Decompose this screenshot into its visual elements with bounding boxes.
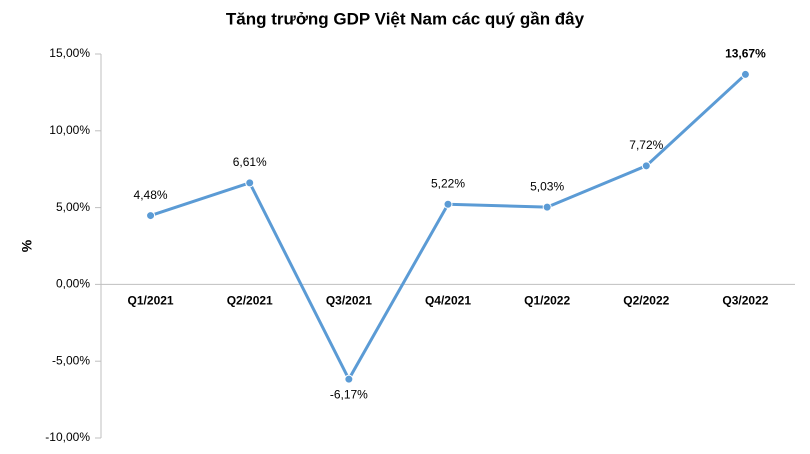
point	[443, 199, 453, 209]
chart-title: Tăng trưởng GDP Việt Nam các quý gần đây	[226, 9, 585, 28]
point	[245, 178, 255, 188]
y-tick-label: 0,00%	[56, 277, 90, 291]
data-label: 6,61%	[233, 155, 267, 169]
y-tick-label: 15,00%	[49, 46, 90, 60]
point	[344, 374, 354, 384]
x-tick-label: Q3/2022	[722, 294, 768, 308]
y-tick-label: 10,00%	[49, 123, 90, 137]
data-label: 4,48%	[134, 188, 168, 202]
data-label: 13,67%	[725, 47, 766, 61]
y-tick-label: -5,00%	[52, 353, 90, 367]
x-tick-label: Q3/2021	[326, 294, 372, 308]
point	[740, 69, 750, 79]
data-label: 5,03%	[530, 179, 564, 193]
point	[542, 202, 552, 212]
x-tick-label: Q2/2021	[227, 294, 273, 308]
point	[641, 161, 651, 171]
y-tick-label: -10,00%	[45, 430, 90, 444]
data-label: 5,22%	[431, 176, 465, 190]
data-label: 7,72%	[629, 138, 663, 152]
x-tick-label: Q1/2022	[524, 294, 570, 308]
y-tick-label: 5,00%	[56, 200, 90, 214]
x-tick-label: Q4/2021	[425, 294, 471, 308]
x-tick-label: Q1/2021	[128, 294, 174, 308]
x-tick-label: Q2/2022	[623, 294, 669, 308]
line	[150, 73, 747, 383]
data-label: -6,17%	[330, 387, 368, 401]
point	[146, 211, 156, 221]
y-axis-label: %	[19, 239, 35, 252]
